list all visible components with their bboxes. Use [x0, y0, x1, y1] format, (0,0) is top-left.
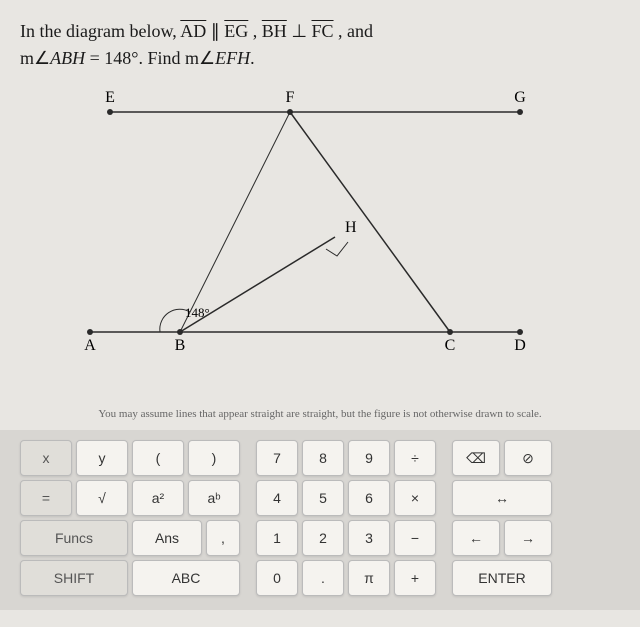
key-leftright[interactable]: ↔ [452, 480, 552, 516]
key-right[interactable]: → [504, 520, 552, 556]
key-6[interactable]: 6 [348, 480, 390, 516]
key-enter[interactable]: ENTER [452, 560, 552, 596]
text: , and [338, 21, 373, 41]
key-shift[interactable]: SHIFT [20, 560, 128, 596]
key-funcs[interactable]: Funcs [20, 520, 128, 556]
key-rparen[interactable]: ) [188, 440, 240, 476]
key-2[interactable]: 2 [302, 520, 344, 556]
key-minus[interactable]: − [394, 520, 436, 556]
math-keyboard: x y ( ) 7 8 9 ÷ ⌫ ⊘ = √ a² aᵇ 4 5 6 × [0, 430, 640, 610]
point-G [517, 109, 523, 115]
point-E [107, 109, 113, 115]
key-4[interactable]: 4 [256, 480, 298, 516]
key-left[interactable]: ← [452, 520, 500, 556]
segment-EG: EG [224, 21, 248, 41]
point-C [447, 329, 453, 335]
text: = 148°. Find m∠ [85, 48, 215, 68]
key-0[interactable]: 0 [256, 560, 298, 596]
key-abc[interactable]: ABC [132, 560, 240, 596]
key-8[interactable]: 8 [302, 440, 344, 476]
angle-148: 148° [185, 305, 210, 320]
label-E: E [105, 89, 115, 106]
label-G: G [514, 89, 526, 106]
label-H: H [345, 219, 357, 236]
label-B: B [175, 337, 186, 354]
key-x[interactable]: x [20, 440, 72, 476]
key-y[interactable]: y [76, 440, 128, 476]
key-9[interactable]: 9 [348, 440, 390, 476]
segment-FC: FC [312, 21, 334, 41]
key-ans[interactable]: Ans [132, 520, 202, 556]
key-plus[interactable]: + [394, 560, 436, 596]
label-A: A [84, 337, 96, 354]
key-divide[interactable]: ÷ [394, 440, 436, 476]
diagram-svg: E F G A B C D H 148° [0, 82, 640, 402]
key-dot[interactable]: . [302, 560, 344, 596]
parallel-symbol: ∥ [211, 21, 225, 41]
angle-EFH: EFH [215, 48, 250, 68]
key-power[interactable]: aᵇ [188, 480, 240, 516]
segment-BH: BH [262, 21, 287, 41]
key-pi[interactable]: π [348, 560, 390, 596]
point-B [177, 329, 183, 335]
text: . [250, 48, 255, 68]
label-F: F [286, 89, 295, 106]
point-F [287, 109, 293, 115]
label-C: C [445, 337, 456, 354]
key-equals[interactable]: = [20, 480, 72, 516]
line-FC [290, 112, 450, 332]
angle-ABH: ABH [50, 48, 85, 68]
key-3[interactable]: 3 [348, 520, 390, 556]
text: , [253, 21, 262, 41]
geometry-diagram: E F G A B C D H 148° [0, 82, 640, 402]
key-sqrt[interactable]: √ [76, 480, 128, 516]
label-D: D [514, 337, 526, 354]
scale-note: You may assume lines that appear straigh… [0, 402, 640, 430]
perp-symbol: ⊥ [291, 21, 311, 41]
key-cancel[interactable]: ⊘ [504, 440, 552, 476]
point-D [517, 329, 523, 335]
key-backspace[interactable]: ⌫ [452, 440, 500, 476]
text: In the diagram below, [20, 21, 180, 41]
point-A [87, 329, 93, 335]
problem-statement: In the diagram below, AD ∥ EG , BH ⊥ FC … [0, 0, 640, 82]
key-square[interactable]: a² [132, 480, 184, 516]
key-7[interactable]: 7 [256, 440, 298, 476]
key-multiply[interactable]: × [394, 480, 436, 516]
key-comma[interactable]: , [206, 520, 240, 556]
text: m∠ [20, 48, 50, 68]
right-angle-mark [326, 242, 348, 256]
key-1[interactable]: 1 [256, 520, 298, 556]
segment-AD: AD [180, 21, 206, 41]
key-5[interactable]: 5 [302, 480, 344, 516]
key-lparen[interactable]: ( [132, 440, 184, 476]
